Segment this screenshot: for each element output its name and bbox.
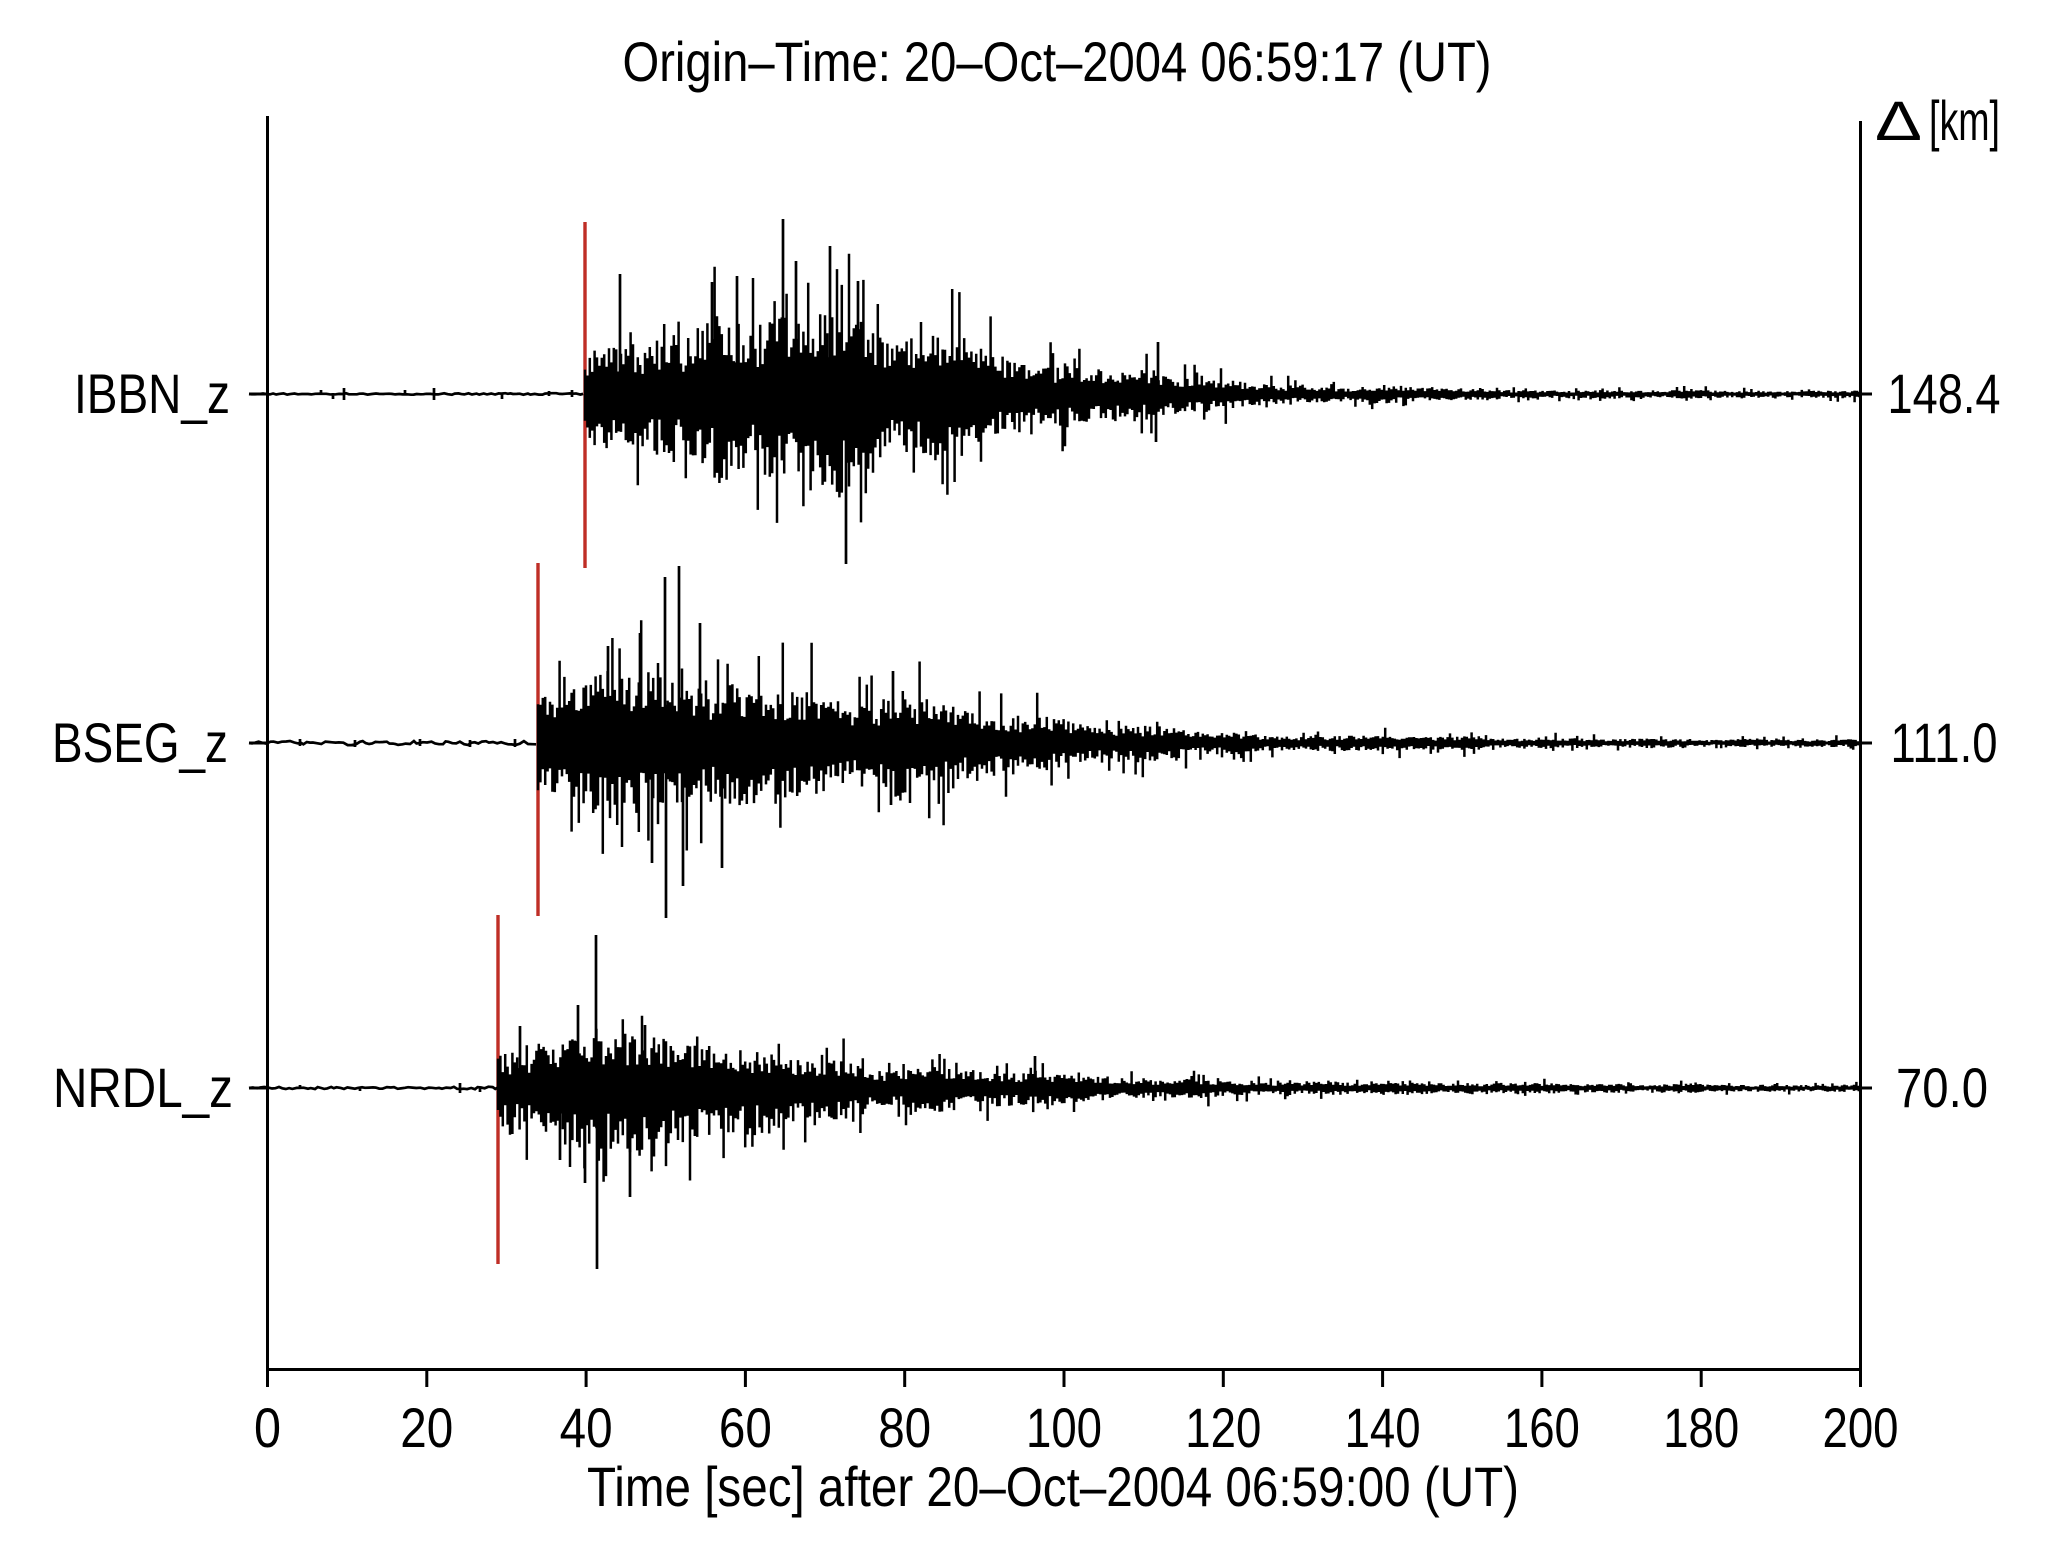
svg-text:Δ: Δ	[1875, 89, 1922, 152]
svg-text:40: 40	[560, 1396, 613, 1459]
svg-text:160: 160	[1504, 1396, 1580, 1459]
svg-text:148.4: 148.4	[1888, 362, 2001, 425]
svg-text:100: 100	[1026, 1396, 1102, 1459]
svg-text:Time [sec] after 20–Oct–2004 0: Time [sec] after 20–Oct–2004 06:59:00 (U…	[587, 1455, 1519, 1518]
svg-text:200: 200	[1823, 1396, 1899, 1459]
svg-text:IBBN_z: IBBN_z	[74, 362, 230, 425]
svg-text:Origin–Time: 20–Oct–2004 06:59: Origin–Time: 20–Oct–2004 06:59:17 (UT)	[623, 30, 1492, 93]
svg-text:70.0: 70.0	[1896, 1056, 1988, 1119]
svg-text:111.0: 111.0	[1891, 711, 1998, 774]
svg-text:180: 180	[1663, 1396, 1739, 1459]
svg-text:120: 120	[1185, 1396, 1261, 1459]
svg-text:NRDL_z: NRDL_z	[53, 1056, 233, 1119]
svg-text:20: 20	[400, 1396, 453, 1459]
svg-text:0: 0	[254, 1396, 281, 1459]
svg-text:80: 80	[878, 1396, 931, 1459]
svg-text:140: 140	[1345, 1396, 1421, 1459]
svg-text:BSEG_z: BSEG_z	[52, 711, 228, 774]
svg-text:[km]: [km]	[1929, 89, 2000, 152]
svg-text:60: 60	[719, 1396, 772, 1459]
